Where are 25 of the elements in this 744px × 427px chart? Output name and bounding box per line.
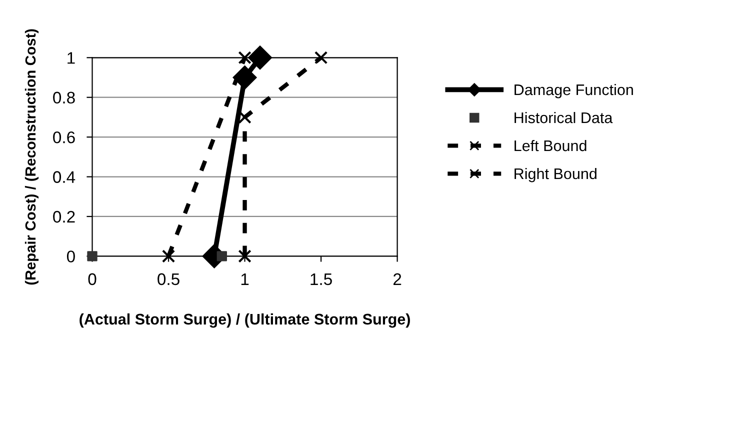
legend-label: Historical Data — [514, 112, 613, 124]
x-tick-label: 2 — [394, 273, 402, 285]
x-tick-label: 1 — [241, 273, 249, 285]
legend-label: Right Bound — [514, 168, 596, 182]
point — [238, 250, 252, 263]
point — [162, 250, 176, 263]
point — [248, 46, 272, 70]
point — [216, 251, 227, 262]
point — [238, 51, 252, 64]
x-axis-title: (Actual Storm Surge) / (Ultimate Storm Surge) — [80, 313, 410, 328]
y-tick-label: 0.2 — [53, 210, 75, 223]
y-tick-label: 0.8 — [53, 92, 75, 104]
point — [232, 66, 257, 90]
y-tick-label: 0 — [66, 250, 75, 262]
y-axis-title: (Repair Cost) / (Reconstruction Cost) — [24, 29, 39, 285]
y-tick-label: 0.6 — [53, 131, 75, 144]
x-tick-label: 0 — [88, 273, 96, 286]
point — [314, 51, 328, 64]
legend-label: Left Bound — [514, 140, 586, 152]
legend-label: Damage Function — [514, 84, 633, 98]
y-tick-label: 0.4 — [53, 171, 76, 183]
x-tick-label: 0.5 — [158, 273, 180, 286]
point — [238, 110, 252, 124]
x-tick-label: 1.5 — [310, 273, 332, 286]
y-tick-label: 1 — [68, 52, 75, 64]
